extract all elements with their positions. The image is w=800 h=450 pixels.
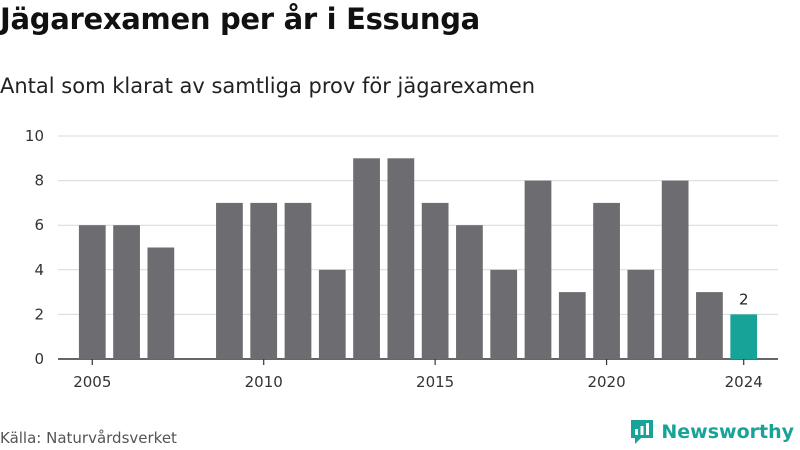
- chart-title: Jägarexamen per år i Essunga: [0, 2, 480, 36]
- bar: [661, 180, 689, 359]
- bar-chart: 0 2 4 6 8 10 2 2005 2010 2015 2020 2024: [25, 127, 778, 391]
- source-note: Källa: Naturvårdsverket: [0, 429, 177, 447]
- bar: [524, 180, 552, 359]
- brand-logo: Newsworthy: [629, 418, 794, 446]
- bar: [113, 225, 140, 359]
- bar: [353, 158, 380, 359]
- bar: [284, 202, 312, 359]
- bar: [593, 202, 620, 359]
- bar: [318, 269, 346, 359]
- y-tick-label: 8: [34, 172, 44, 190]
- bar: [387, 158, 415, 359]
- bar: [696, 292, 723, 359]
- data-label: 2: [739, 290, 749, 308]
- bar: [250, 202, 278, 359]
- bar: [627, 269, 655, 359]
- bar: [216, 202, 243, 359]
- x-tick-label: 2015: [416, 373, 454, 391]
- bar: [456, 225, 483, 359]
- x-tick-label: 2024: [725, 373, 763, 391]
- bar: [78, 225, 106, 359]
- y-tick-label: 4: [34, 261, 44, 279]
- bar: [730, 314, 758, 359]
- brand-name: Newsworthy: [661, 421, 794, 443]
- newsworthy-logo-icon: [631, 420, 654, 444]
- bar: [421, 202, 449, 359]
- x-tick-label: 2020: [587, 373, 625, 391]
- bar: [147, 247, 175, 359]
- y-tick-label: 10: [25, 127, 44, 145]
- y-tick-label: 0: [34, 350, 44, 368]
- x-tick-label: 2010: [245, 373, 283, 391]
- bar: [490, 269, 518, 359]
- y-tick-label: 6: [34, 216, 44, 234]
- chart-subtitle: Antal som klarat av samtliga prov för jä…: [0, 74, 536, 98]
- x-tick-label: 2005: [73, 373, 111, 391]
- y-tick-label: 2: [34, 305, 44, 323]
- bar: [558, 292, 586, 359]
